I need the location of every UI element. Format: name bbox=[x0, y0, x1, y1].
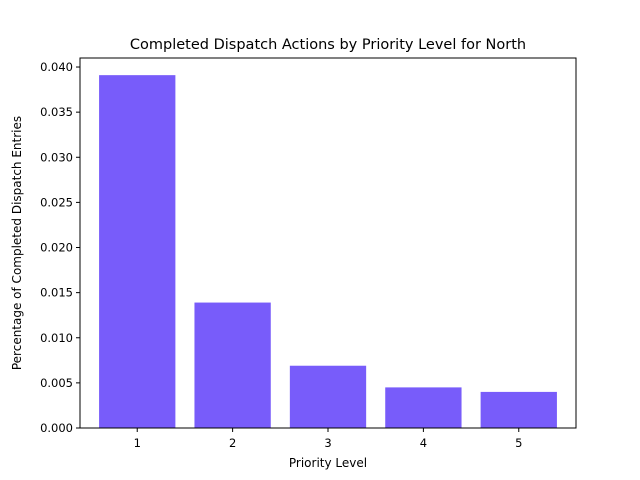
x-tick-label: 1 bbox=[134, 436, 141, 450]
bar-4 bbox=[385, 387, 462, 428]
x-tick-label: 2 bbox=[229, 436, 236, 450]
plot-area: 0.000 0.005 0.010 0.015 0.020 0.025 0.030 0.035… bbox=[40, 57, 577, 450]
x-axis-label: Priority Level bbox=[289, 456, 367, 470]
y-tick-label: 0.030 bbox=[40, 150, 73, 164]
chart-title: Completed Dispatch Actions by Priority L… bbox=[130, 37, 526, 53]
y-tick-label: 0.020 bbox=[40, 241, 73, 255]
bar-5 bbox=[480, 391, 557, 428]
x-tick-label: 4 bbox=[420, 436, 427, 450]
x-tick-label: 5 bbox=[515, 436, 522, 450]
y-tick-label: 0.015 bbox=[40, 286, 73, 300]
y-tick-label: 0.000 bbox=[40, 421, 73, 435]
y-tick-label: 0.010 bbox=[40, 331, 73, 345]
x-tick-label: 3 bbox=[324, 436, 331, 450]
bar-2 bbox=[194, 302, 271, 428]
y-axis-label: Percentage of Completed Dispatch Entries bbox=[10, 116, 24, 370]
y-tick-label: 0.005 bbox=[40, 376, 73, 390]
y-tick-label: 0.035 bbox=[40, 105, 73, 119]
y-tick-label: 0.040 bbox=[40, 60, 73, 74]
bar-3 bbox=[289, 365, 367, 428]
bar-1 bbox=[99, 75, 176, 429]
y-tick-label: 0.025 bbox=[40, 195, 73, 209]
